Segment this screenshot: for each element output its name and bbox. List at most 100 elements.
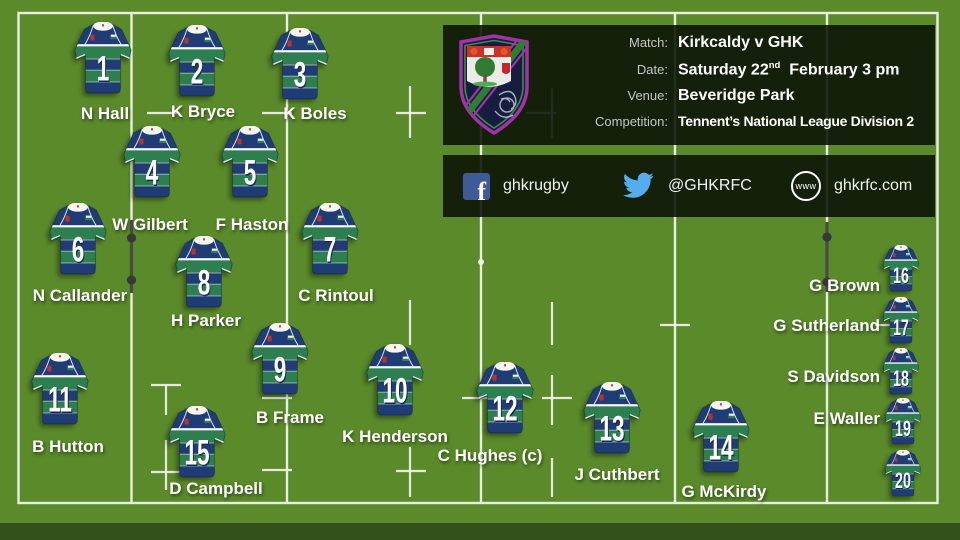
- player-jersey-5: 5 5: [220, 126, 280, 200]
- svg-text:9: 9: [274, 351, 287, 390]
- player-name-15: D Campbell: [169, 479, 263, 498]
- svg-text:2: 2: [191, 53, 204, 92]
- website-group: www ghkrfc.com: [791, 155, 912, 217]
- player-name-10: K Henderson: [342, 427, 448, 446]
- svg-text:15: 15: [184, 434, 209, 473]
- pitch-bottom-band: [0, 523, 960, 540]
- svg-text:8: 8: [198, 264, 211, 303]
- player-jersey-19: 19 19: [884, 398, 922, 446]
- svg-text:19: 19: [896, 418, 912, 443]
- svg-text:7: 7: [325, 232, 338, 271]
- twitter-handle: @GHKRFC: [668, 177, 752, 194]
- player-jersey-1: 1 1: [73, 22, 133, 96]
- player-name-16: G Brown: [809, 276, 880, 295]
- svg-text:20: 20: [896, 470, 912, 495]
- player-name-11: B Hutton: [32, 437, 104, 456]
- player-jersey-17: 17 17: [882, 297, 920, 345]
- svg-text:12: 12: [492, 390, 517, 429]
- player-jersey-3: 3 3: [270, 28, 330, 102]
- svg-text:11: 11: [49, 382, 73, 421]
- svg-text:19: 19: [895, 417, 911, 442]
- twitter-group: @GHKRFC: [621, 155, 752, 217]
- player-name-14: G McKirdy: [681, 482, 767, 501]
- svg-text:17: 17: [893, 316, 909, 341]
- player-name-4: W Gilbert: [112, 215, 188, 234]
- player-name-2: K Bryce: [170, 102, 236, 121]
- twitter-icon: [622, 172, 654, 198]
- player-jersey-16: 16 16: [882, 245, 920, 293]
- svg-text:17: 17: [894, 317, 910, 342]
- svg-text:5: 5: [244, 154, 257, 193]
- svg-text:15: 15: [185, 435, 210, 474]
- svg-text:5: 5: [245, 155, 258, 194]
- svg-text:13: 13: [599, 410, 624, 449]
- match-row: Match: Kirkcaldy v GHK: [533, 34, 803, 52]
- player-jersey-8: 8 8: [174, 236, 234, 310]
- player-name-19: E Waller: [813, 409, 880, 428]
- club-crest: [459, 34, 529, 136]
- svg-text:10: 10: [383, 373, 408, 412]
- player-name-6: N Callander: [32, 286, 128, 305]
- player-jersey-11: 11 11: [30, 353, 90, 427]
- svg-text:18: 18: [894, 368, 910, 393]
- match-info-panel: Match: Kirkcaldy v GHK Date: Saturday 22…: [443, 25, 935, 145]
- venue-row: Venue: Beveridge Park: [533, 87, 795, 105]
- player-jersey-15: 15 15: [167, 406, 227, 480]
- svg-text:16: 16: [894, 265, 910, 290]
- player-name-3: K Boles: [283, 104, 347, 123]
- competition-value: Tennent’s National League Division 2: [678, 113, 914, 129]
- competition-row: Competition: Tennent’s National League D…: [533, 113, 914, 129]
- svg-text:3: 3: [295, 57, 308, 96]
- player-name-8: H Parker: [171, 311, 241, 330]
- player-name-9: B Frame: [255, 408, 325, 427]
- match-value: Kirkcaldy v GHK: [678, 34, 804, 51]
- player-jersey-14: 14 14: [691, 401, 751, 475]
- svg-text:14: 14: [708, 429, 734, 468]
- svg-text:8: 8: [199, 265, 212, 304]
- svg-text:13: 13: [600, 411, 625, 450]
- player-jersey-2: 2 2: [167, 25, 227, 99]
- player-name-5: F Haston: [215, 215, 289, 234]
- player-jersey-7: 7 7: [300, 203, 360, 277]
- date-label: Date:: [636, 62, 668, 78]
- facebook-icon: f: [463, 172, 490, 200]
- svg-text:4: 4: [147, 155, 160, 194]
- website-handle: ghkrfc.com: [834, 177, 913, 194]
- svg-text:11: 11: [48, 381, 72, 420]
- player-jersey-6: 6 6: [48, 203, 108, 277]
- centre-dot: [478, 259, 484, 265]
- svg-text:4: 4: [146, 154, 159, 193]
- venue-label: Venue:: [627, 88, 669, 103]
- facebook-group: f ghkrugby: [463, 155, 569, 217]
- facebook-handle: ghkrugby: [503, 177, 569, 194]
- svg-text:3: 3: [294, 56, 307, 95]
- venue-value: Beveridge Park: [678, 87, 795, 104]
- date-row: Date: Saturday 22nd February 3 pm: [533, 60, 900, 79]
- svg-text:6: 6: [73, 232, 86, 271]
- goal-post-marker-right: [822, 222, 832, 292]
- player-name-17: G Sutherland: [773, 316, 880, 335]
- svg-text:6: 6: [72, 231, 85, 270]
- svg-text:16: 16: [893, 264, 909, 289]
- svg-text:18: 18: [893, 367, 909, 392]
- player-jersey-13: 13 13: [582, 382, 642, 456]
- www-icon: www: [791, 171, 821, 201]
- crest-inner-shield: [467, 46, 511, 87]
- svg-text:20: 20: [895, 469, 911, 494]
- svg-text:10: 10: [382, 372, 407, 411]
- player-jersey-12: 12 12: [475, 362, 535, 436]
- svg-text:9: 9: [275, 352, 288, 391]
- player-name-12: C Hughes (c): [437, 446, 543, 465]
- player-name-13: J Cuthbert: [574, 465, 660, 484]
- svg-text:1: 1: [97, 50, 110, 89]
- player-name-7: C Rintoul: [298, 286, 374, 305]
- player-name-18: S Davidson: [787, 367, 880, 386]
- player-jersey-20: 20 20: [884, 450, 922, 498]
- svg-text:12: 12: [493, 391, 518, 430]
- svg-text:1: 1: [98, 51, 111, 90]
- player-jersey-4: 4 4: [122, 126, 182, 200]
- crest-helmet-sketch: [494, 90, 517, 118]
- player-jersey-18: 18 18: [882, 348, 920, 396]
- date-value: Saturday 22nd February 3 pm: [678, 60, 900, 79]
